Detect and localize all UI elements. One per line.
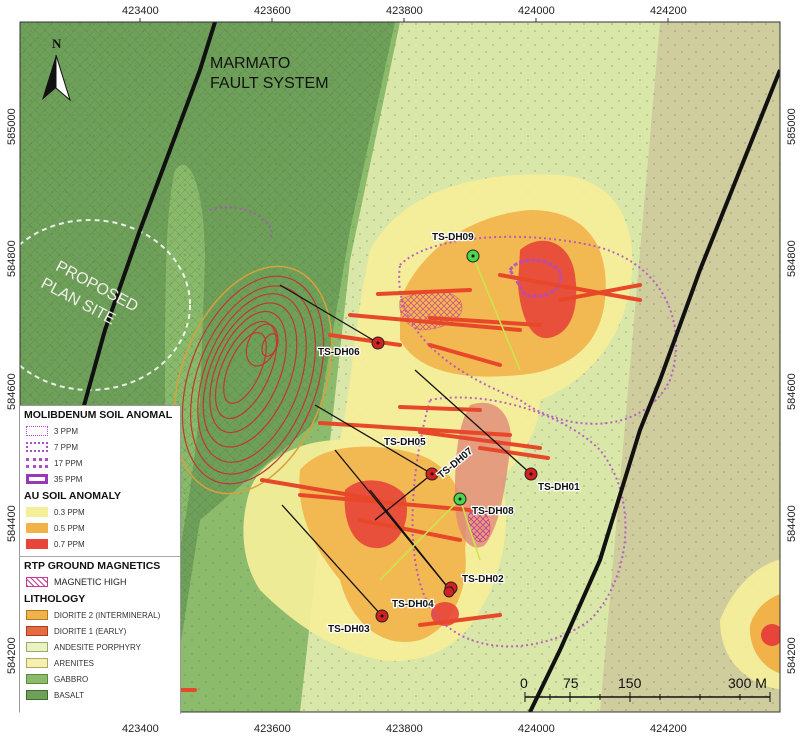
legend-arenites: ARENITES: [26, 655, 180, 671]
legend-diorite1: DIORITE 1 (EARLY): [26, 623, 180, 639]
legend-au-03: 0.3 PPM: [26, 504, 180, 520]
collar-ts-dh08[interactable]: [453, 492, 467, 506]
label-ts-dh02: TS-DH02: [462, 574, 504, 585]
legend-lithology-title: LITHOLOGY: [24, 593, 86, 605]
y-tick-left-0: 585000: [6, 108, 18, 145]
legend-moly-35ppm: 35 PPM: [26, 471, 180, 487]
label-ts-dh04: TS-DH04: [392, 599, 434, 610]
north-arrow: N: [42, 36, 71, 102]
molybdenum-contours: [209, 206, 678, 648]
y-tick-right-0: 585000: [786, 108, 798, 145]
collar-ts-dh06[interactable]: [371, 336, 385, 350]
x-tick-top-1: 423600: [254, 5, 291, 17]
legend-gabbro: GABBRO: [26, 671, 180, 687]
label-ts-dh09: TS-DH09: [432, 232, 474, 243]
scale-bar: 0 75 150 300 M: [520, 675, 771, 702]
y-tick-left-2: 584600: [6, 373, 18, 410]
collar-ts-dh04[interactable]: [443, 586, 455, 598]
scale-tick-300: 300 M: [728, 675, 767, 691]
y-axis-left: 585000 584800 584600 584400 584200: [6, 108, 18, 674]
y-tick-left-4: 584200: [6, 637, 18, 674]
diorite-dykes: [178, 273, 642, 692]
collar-ts-dh05[interactable]: [425, 467, 439, 481]
label-ts-dh03: TS-DH03: [328, 624, 370, 635]
x-tick-top-3: 424000: [518, 5, 555, 17]
legend-molybdenum-title: MOLIBDENUM SOIL ANOMAL: [24, 409, 173, 421]
drill-collars: [371, 249, 538, 623]
magnetic-contours: [173, 265, 333, 495]
label-ts-dh05: TS-DH05: [384, 437, 426, 448]
eastern-fault: [528, 69, 780, 712]
legend-au-05: 0.5 PPM: [26, 520, 180, 536]
x-tick-bottom-4: 424200: [650, 723, 687, 735]
x-tick-top-2: 423800: [386, 5, 423, 17]
y-tick-right-2: 584600: [786, 373, 798, 410]
legend-au-07: 0.7 PPM: [26, 536, 180, 552]
legend-moly-3ppm: 3 PPM: [26, 423, 180, 439]
x-tick-top-0: 423400: [122, 5, 159, 17]
legend-au-title: AU SOIL ANOMALY: [24, 490, 122, 502]
label-ts-dh06: TS-DH06: [318, 347, 360, 358]
label-ts-dh01: TS-DH01: [538, 482, 580, 493]
legend-magnetic-high: MAGNETIC HIGH: [26, 574, 180, 590]
collar-ts-dh09[interactable]: [466, 249, 480, 263]
legend-diorite2: DIORITE 2 (INTERMINERAL): [26, 607, 180, 623]
au-anomaly-high-north: [518, 240, 577, 339]
drill-traces-planned: [379, 255, 521, 581]
y-tick-right-3: 584400: [786, 505, 798, 542]
scale-tick-0: 0: [520, 675, 528, 691]
x-tick-bottom-2: 423800: [386, 723, 423, 735]
legend-rtp-title: RTP GROUND MAGNETICS: [24, 560, 161, 572]
y-tick-right-4: 584200: [786, 637, 798, 674]
collar-ts-dh01[interactable]: [524, 467, 538, 481]
fault-label-line2: FAULT SYSTEM: [210, 75, 329, 92]
legend-moly-17ppm: 17 PPM: [26, 455, 180, 471]
legend-basalt: BASALT: [26, 687, 180, 703]
x-tick-bottom-0: 423400: [122, 723, 159, 735]
legend-andesite: ANDESITE PORPHYRY: [26, 639, 180, 655]
x-axis-top: 423400 423600 423800 424000 424200: [122, 5, 687, 22]
collar-ts-dh03[interactable]: [375, 609, 389, 623]
y-tick-right-1: 584800: [786, 240, 798, 277]
legend-moly-7ppm: 7 PPM: [26, 439, 180, 455]
x-tick-bottom-1: 423600: [254, 723, 291, 735]
scale-tick-150: 150: [618, 675, 642, 691]
map-legend: MOLIBDENUM SOIL ANOMAL 3 PPM 7 PPM 17 PP…: [20, 405, 181, 714]
y-tick-left-3: 584400: [6, 505, 18, 542]
drill-traces: [279, 284, 532, 617]
x-tick-bottom-3: 424000: [518, 723, 555, 735]
y-axis-right: 585000 584800 584600 584400 584200: [786, 108, 798, 674]
scale-tick-75: 75: [563, 675, 579, 691]
label-ts-dh08: TS-DH08: [472, 506, 514, 517]
x-tick-top-4: 424200: [650, 5, 687, 17]
svg-text:N: N: [52, 36, 62, 51]
fault-label-line1: MARMATO: [210, 55, 290, 72]
x-axis-bottom: 423400 423600 423800 424000 424200: [122, 723, 687, 735]
y-tick-left-1: 584800: [6, 240, 18, 277]
